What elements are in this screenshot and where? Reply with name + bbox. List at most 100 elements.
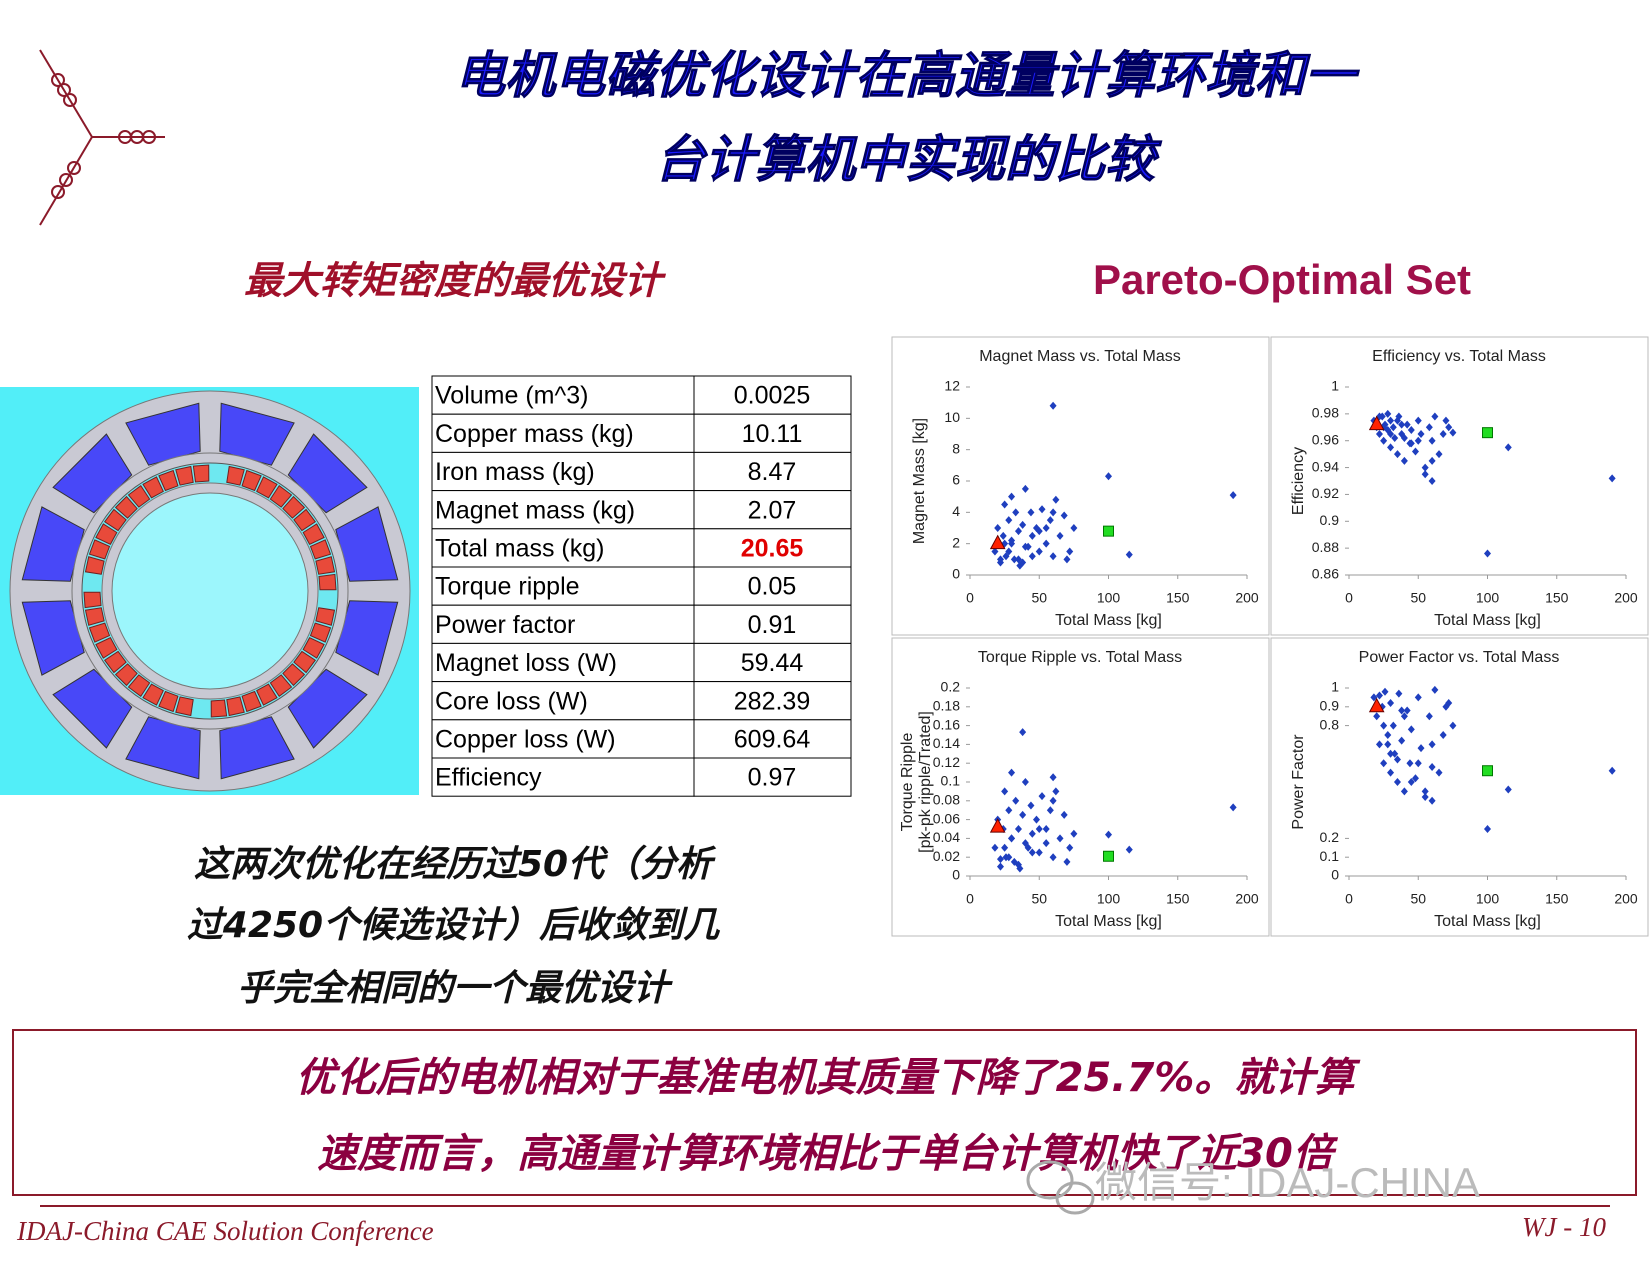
point — [1063, 555, 1071, 564]
y-axis-label: Efficiency — [1290, 447, 1307, 515]
magnet — [142, 683, 164, 706]
point — [1010, 555, 1018, 564]
point — [1027, 508, 1035, 517]
point — [1368, 697, 1385, 713]
point — [1049, 853, 1057, 862]
y-tick-label: 6 — [952, 472, 960, 488]
y-tick-label: 0.96 — [1312, 431, 1339, 447]
magnet — [114, 495, 138, 519]
point — [1414, 759, 1422, 768]
row-label: Volume (m^3) — [435, 382, 588, 410]
point — [1380, 759, 1388, 768]
point — [994, 524, 1002, 532]
point — [1482, 765, 1493, 777]
point — [1063, 857, 1071, 866]
point — [1229, 491, 1237, 500]
table-cell — [431, 642, 695, 683]
point — [1049, 796, 1057, 805]
row-value: 0.0025 — [734, 382, 810, 410]
y-tick-label: 4 — [952, 503, 960, 519]
point — [1028, 531, 1036, 540]
point — [1019, 558, 1027, 567]
point — [989, 534, 1006, 550]
point — [1125, 845, 1133, 854]
point — [1384, 731, 1392, 739]
y-tick-label: 12 — [944, 378, 960, 394]
point — [1060, 810, 1068, 819]
magnet — [302, 637, 325, 659]
table-cell — [431, 566, 695, 606]
x-tick-label: 50 — [1410, 891, 1426, 907]
row-value: 8.47 — [748, 458, 797, 486]
point — [1504, 785, 1512, 794]
point — [1391, 749, 1399, 758]
point — [1035, 848, 1043, 857]
y-axis-label: Torque Ripple — [899, 733, 916, 832]
magnet — [293, 650, 317, 674]
point — [1052, 495, 1060, 504]
point — [1042, 524, 1050, 532]
point — [1012, 508, 1020, 517]
y-tick-label: 0.92 — [1312, 485, 1339, 501]
point — [1005, 516, 1013, 525]
y-axis-label: Magnet Mass [kg] — [911, 418, 928, 544]
x-axis-label: Total Mass [kg] — [1055, 612, 1162, 629]
point — [1375, 740, 1383, 749]
title-line: 台计算机中实现的比较 — [655, 131, 1162, 189]
y-tick-label: 0.08 — [933, 792, 960, 808]
point — [1449, 721, 1457, 730]
magnet — [210, 699, 228, 718]
point — [1608, 474, 1616, 483]
point — [1001, 843, 1009, 852]
chart-panel: Magnet Mass vs. Total Mass 0 50 100 150 200 0 2… — [891, 336, 1270, 636]
magnet — [309, 539, 332, 560]
point — [1008, 536, 1016, 545]
magnet — [315, 556, 336, 575]
magnet — [293, 508, 317, 532]
point — [1449, 428, 1457, 437]
watermark: 微信号: IDAJ-CHINA — [1095, 1159, 1480, 1206]
point — [1482, 427, 1493, 439]
magnet — [158, 690, 179, 713]
point — [1035, 547, 1043, 556]
point — [1421, 463, 1429, 472]
table-cell — [431, 757, 695, 797]
motor-drawing — [0, 387, 419, 795]
point — [1439, 430, 1447, 438]
row-value: 282.39 — [734, 687, 810, 715]
footer-right: WJ - 10 — [1522, 1212, 1606, 1242]
point — [1046, 516, 1054, 525]
point — [1032, 815, 1040, 824]
point — [1001, 787, 1009, 796]
point — [1014, 860, 1022, 869]
magnet — [282, 495, 306, 519]
magnet — [241, 469, 262, 492]
chart-title: Power Factor vs. Total Mass — [1359, 649, 1560, 666]
point — [1021, 484, 1029, 493]
table-cell — [431, 528, 695, 568]
x-tick-label: 0 — [966, 891, 974, 907]
magnet — [114, 663, 138, 687]
y-tick-label: 0.2 — [941, 679, 961, 695]
x-tick-label: 50 — [1031, 590, 1047, 606]
panel-frame — [1270, 637, 1649, 937]
y-tick-label: 1 — [1331, 679, 1339, 695]
x-tick-label: 150 — [1166, 891, 1190, 907]
point — [1428, 436, 1436, 445]
point — [1393, 778, 1401, 786]
point — [1105, 472, 1112, 481]
conclusion-box — [12, 1029, 1637, 1196]
x-tick-label: 200 — [1235, 891, 1259, 907]
row-value: 10.11 — [742, 420, 803, 448]
point — [1028, 848, 1036, 857]
point — [1484, 825, 1491, 833]
point — [1439, 731, 1447, 739]
point — [1005, 853, 1013, 862]
x-tick-label: 200 — [1235, 590, 1259, 606]
y-tick-label: 0.9 — [1320, 698, 1340, 714]
table-cell — [693, 490, 852, 530]
point — [999, 531, 1007, 540]
table-cell — [431, 451, 695, 492]
point — [996, 555, 1004, 564]
